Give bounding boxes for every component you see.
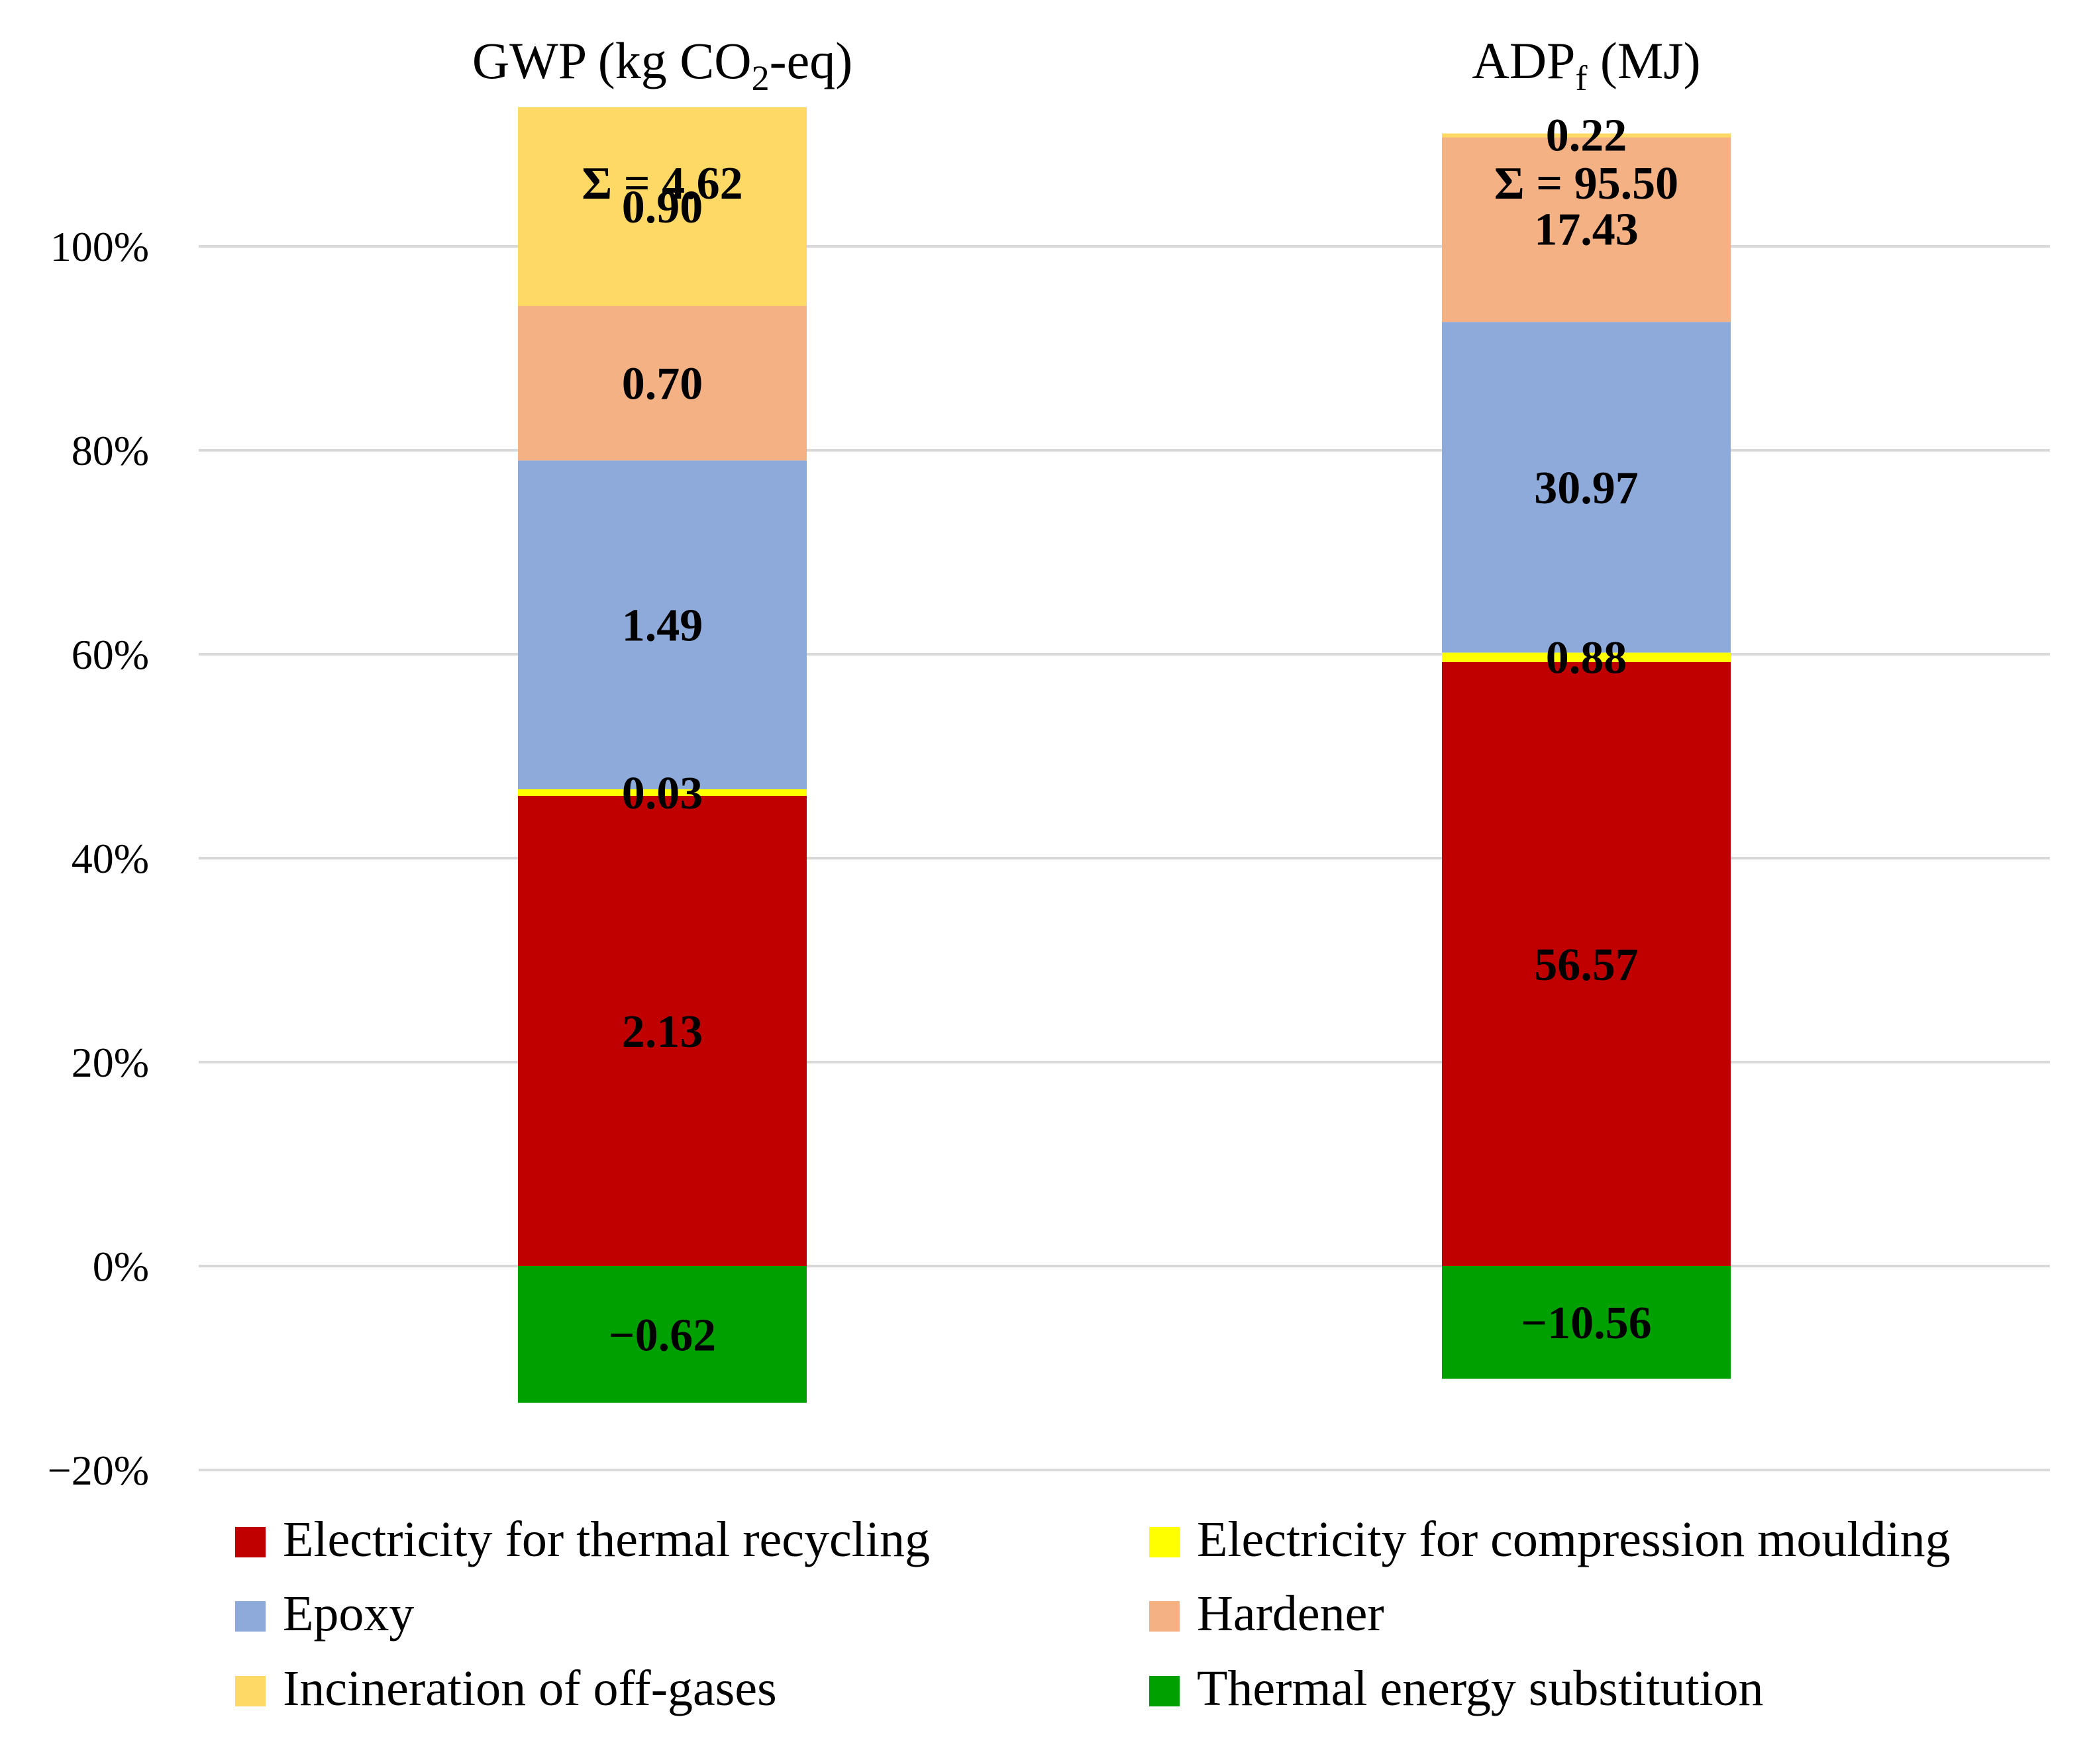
y-tick-label: 60%: [72, 631, 149, 678]
labels-layer: −20% 0% 20% 40% 60% 80% 100% −0.62 2.13 0.03 1.49 0…: [48, 110, 1652, 1494]
data-label-electricity_moulding-col1: 0.88: [1546, 633, 1627, 684]
column-title-1: ADPf (MJ): [1472, 32, 1700, 98]
legend-label-incineration: Incineration of off-gases: [283, 1661, 777, 1716]
data-label-thermal-col0: −0.62: [609, 1310, 716, 1361]
bar-segment-incineration-col1: [1442, 133, 1731, 138]
legend-label-electricity_recycling: Electricity for thermal recycling: [283, 1512, 930, 1567]
legend-item-incineration: Incineration of off-gases: [235, 1661, 777, 1716]
legend-swatch-thermal: [1149, 1676, 1180, 1706]
column-title-0: GWP (kg CO2-eq): [472, 32, 852, 98]
bar-segment-electricity_recycling-col0: [518, 796, 807, 1266]
bar-segment-electricity_moulding-col1: [1442, 652, 1731, 662]
sum-label-1: Σ = 95.50: [1494, 158, 1678, 209]
data-label-hardener-col1: 17.43: [1534, 205, 1639, 256]
y-tick-label: 80%: [72, 427, 149, 474]
bar-segment-thermal-col1: [1442, 1266, 1731, 1379]
legend-swatch-electricity_moulding: [1149, 1527, 1180, 1557]
legend-item-thermal: Thermal energy substitution: [1149, 1661, 1764, 1716]
legend-item-electricity_moulding: Electricity for compression moulding: [1149, 1512, 1951, 1567]
legend-layer: Electricity for thermal recycling Electri…: [235, 1512, 1951, 1716]
data-label-hardener-col0: 0.70: [622, 359, 703, 410]
bar-segment-incineration-col0: [518, 107, 807, 306]
legend-item-hardener: Hardener: [1149, 1586, 1384, 1642]
bar-segment-epoxy-col0: [518, 460, 807, 789]
bar-segment-electricity_recycling-col1: [1442, 662, 1731, 1266]
legend-label-electricity_moulding: Electricity for compression moulding: [1197, 1512, 1951, 1567]
y-tick-label: 100%: [50, 223, 149, 270]
y-tick-label: 40%: [72, 835, 149, 882]
y-tick-label: 0%: [93, 1243, 149, 1290]
legend-item-electricity_recycling: Electricity for thermal recycling: [235, 1512, 930, 1567]
legend-label-hardener: Hardener: [1197, 1586, 1384, 1642]
titles-layer: GWP (kg CO2-eq) Σ = 4.62 ADPf (MJ) Σ = 95.5…: [472, 32, 1701, 209]
data-label-incineration-col1: 0.22: [1546, 110, 1627, 161]
legend-swatch-incineration: [235, 1676, 266, 1706]
bars-layer: [518, 107, 1731, 1403]
legend-swatch-electricity_recycling: [235, 1527, 266, 1557]
data-label-epoxy-col0: 1.49: [622, 601, 703, 652]
data-label-epoxy-col1: 30.97: [1534, 463, 1639, 514]
y-tick-label: 20%: [72, 1039, 149, 1086]
legend-label-epoxy: Epoxy: [283, 1586, 414, 1642]
data-label-electricity_recycling-col1: 56.57: [1534, 940, 1639, 991]
legend-label-thermal: Thermal energy substitution: [1197, 1661, 1764, 1716]
legend-swatch-epoxy: [235, 1601, 266, 1632]
legend-item-epoxy: Epoxy: [235, 1586, 414, 1642]
data-label-electricity_recycling-col0: 2.13: [622, 1006, 703, 1057]
y-tick-label: −20%: [48, 1447, 149, 1494]
data-label-electricity_moulding-col0: 0.03: [622, 768, 703, 819]
bar-segment-hardener-col0: [518, 306, 807, 461]
grid-layer: [199, 245, 2050, 1471]
bar-segment-electricity_moulding-col0: [518, 789, 807, 796]
data-label-incineration-col0: 0.90: [622, 182, 703, 233]
data-label-thermal-col1: −10.56: [1521, 1298, 1651, 1349]
legend-swatch-hardener: [1149, 1601, 1180, 1632]
bar-segment-hardener-col1: [1442, 136, 1731, 322]
bar-segment-epoxy-col1: [1442, 322, 1731, 653]
bar-segment-thermal-col0: [518, 1266, 807, 1403]
sum-label-0: Σ = 4.62: [582, 158, 742, 209]
